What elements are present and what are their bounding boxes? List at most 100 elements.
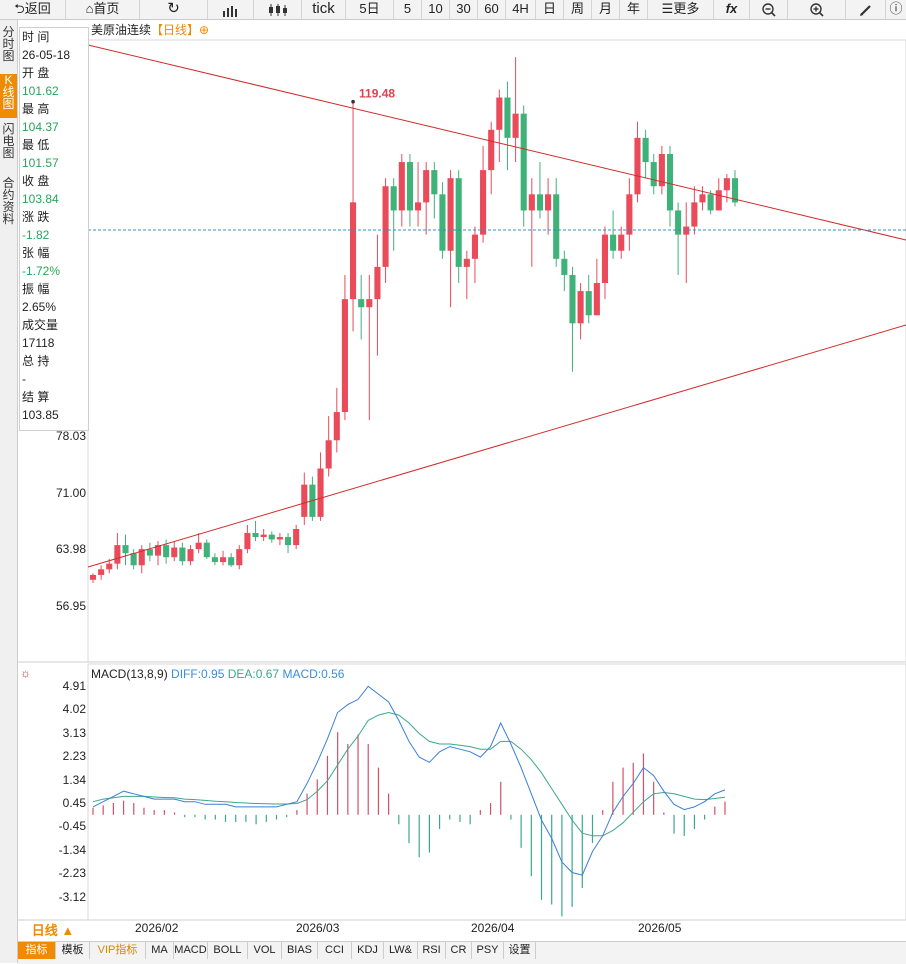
period-4h[interactable]: 4H bbox=[506, 0, 536, 19]
top-toolbar: ⮌返回 ⌂首页 ↻ tick 5日 5 10 30 60 4H 日 周 月 年 … bbox=[0, 0, 906, 20]
info-value: 103.85 bbox=[22, 408, 59, 422]
home-button[interactable]: ⌂首页 bbox=[66, 0, 140, 19]
candle-body bbox=[439, 194, 446, 251]
period-year[interactable]: 年 bbox=[620, 0, 648, 19]
period-10min[interactable]: 10 bbox=[422, 0, 450, 19]
info-value: 26-05-18 bbox=[22, 48, 71, 62]
candle-body bbox=[496, 97, 503, 130]
info-value: 101.62 bbox=[22, 84, 59, 98]
draw-button[interactable] bbox=[846, 0, 886, 19]
macd-settings-icon: ☼ bbox=[20, 666, 31, 680]
indicator-tab[interactable]: RSI bbox=[418, 942, 446, 959]
candle-body bbox=[731, 178, 739, 203]
tab-contract-info[interactable]: 合约资料 bbox=[2, 176, 15, 226]
period-week[interactable]: 周 bbox=[564, 0, 592, 19]
candle-body bbox=[536, 194, 544, 211]
zoom-out-button[interactable] bbox=[750, 0, 788, 19]
more-button[interactable]: ☰更多 bbox=[648, 0, 714, 19]
indicator-tab[interactable]: BIAS bbox=[282, 942, 318, 959]
candle-body bbox=[268, 534, 275, 540]
macd-axis-label: -2.23 bbox=[58, 866, 86, 880]
period-30min[interactable]: 30 bbox=[450, 0, 478, 19]
candle-body bbox=[691, 202, 698, 227]
indicator-tab[interactable]: PSY bbox=[472, 942, 504, 959]
tab-timeshare[interactable]: 分时图 bbox=[2, 25, 15, 63]
indicator-tab[interactable]: VOL bbox=[248, 942, 282, 959]
candle-body bbox=[293, 528, 300, 546]
candle-body bbox=[601, 234, 609, 284]
chart-type-button[interactable] bbox=[208, 0, 254, 19]
candle-body bbox=[219, 557, 227, 563]
indicator-tab[interactable]: 指标 bbox=[18, 942, 56, 959]
candle-body bbox=[618, 234, 625, 251]
candle-body bbox=[658, 153, 665, 187]
upper-trendline bbox=[87, 44, 906, 241]
formula-button[interactable]: fx bbox=[714, 0, 750, 19]
candle-body bbox=[683, 226, 690, 235]
info-button[interactable]: ⓘ bbox=[886, 0, 906, 19]
zoom-in-button[interactable] bbox=[788, 0, 846, 19]
candle-body bbox=[260, 534, 267, 538]
price-pane-frame bbox=[87, 39, 906, 663]
info-label: 涨 跌 bbox=[22, 210, 50, 224]
candle-body bbox=[114, 545, 121, 564]
chart-title: 美原油连续【日线】⊕ bbox=[91, 21, 209, 38]
period-month[interactable]: 月 bbox=[592, 0, 620, 19]
tab-kline[interactable]: K线图 bbox=[0, 74, 17, 118]
candle-body bbox=[228, 557, 235, 566]
indicator-tab[interactable]: LW& bbox=[384, 942, 418, 959]
tick-button[interactable]: tick bbox=[302, 0, 346, 19]
info-label: 振 幅 bbox=[22, 282, 50, 296]
back-button[interactable]: ⮌返回 bbox=[0, 0, 66, 19]
candle-body bbox=[455, 178, 462, 267]
candle-body bbox=[390, 186, 397, 211]
candle-type-button[interactable] bbox=[254, 0, 302, 19]
info-icon: ⓘ bbox=[889, 1, 903, 16]
tab-flash[interactable]: 闪电图 bbox=[2, 122, 15, 160]
candle-body bbox=[350, 202, 357, 300]
period-60min[interactable]: 60 bbox=[478, 0, 506, 19]
indicator-tab[interactable]: BOLL bbox=[208, 942, 248, 959]
info-label: 时 间 bbox=[22, 30, 50, 44]
macd-axis-label: 4.02 bbox=[62, 702, 86, 716]
indicator-tab[interactable]: MA bbox=[146, 942, 174, 959]
period-5day[interactable]: 5日 bbox=[346, 0, 394, 19]
macd-axis-label: -3.12 bbox=[58, 890, 86, 904]
indicator-tab[interactable]: VIP指标 bbox=[90, 942, 146, 959]
period-5min[interactable]: 5 bbox=[394, 0, 422, 19]
macd-axis-label: 1.34 bbox=[62, 773, 86, 787]
add-indicator-icon[interactable]: ⊕ bbox=[199, 23, 210, 37]
candle-body bbox=[398, 162, 405, 211]
indicator-tab[interactable]: CR bbox=[446, 942, 472, 959]
price-axis-label: 63.98 bbox=[55, 542, 86, 556]
indicator-tab[interactable]: 模板 bbox=[56, 942, 90, 959]
info-value: -1.72% bbox=[22, 264, 61, 278]
indicator-tab[interactable]: 设置 bbox=[504, 942, 536, 959]
macd-diff-value: DIFF:0.95 bbox=[171, 667, 225, 681]
candle-body bbox=[138, 549, 145, 566]
side-tabs: 分时图 K线图 闪电图 合约资料 bbox=[0, 20, 18, 963]
candle-body bbox=[528, 194, 535, 211]
period-day[interactable]: 日 bbox=[536, 0, 564, 19]
info-label: 开 盘 bbox=[22, 66, 50, 80]
candle-body bbox=[593, 283, 600, 316]
zoom-in-icon bbox=[809, 2, 824, 17]
indicator-tab[interactable]: CCI bbox=[318, 942, 352, 959]
refresh-button[interactable]: ↻ bbox=[140, 0, 208, 19]
period-toggle[interactable]: 日线 ▲ bbox=[18, 922, 88, 940]
candle-body bbox=[252, 533, 259, 538]
info-value: 17118 bbox=[22, 336, 55, 350]
candle-body bbox=[333, 412, 340, 441]
date-axis-label: 2026/02 bbox=[135, 921, 179, 935]
candle-body bbox=[431, 170, 438, 195]
candle-body bbox=[89, 574, 97, 580]
high-marker-dot bbox=[351, 99, 355, 104]
candle-body bbox=[642, 137, 649, 163]
macd-axis-label: -1.34 bbox=[58, 843, 86, 857]
indicator-tab[interactable]: MACD bbox=[174, 942, 208, 959]
candle-body bbox=[553, 194, 560, 259]
indicator-tab[interactable]: KDJ bbox=[352, 942, 384, 959]
date-axis-label: 2026/05 bbox=[638, 921, 682, 935]
candle-body bbox=[463, 258, 470, 267]
